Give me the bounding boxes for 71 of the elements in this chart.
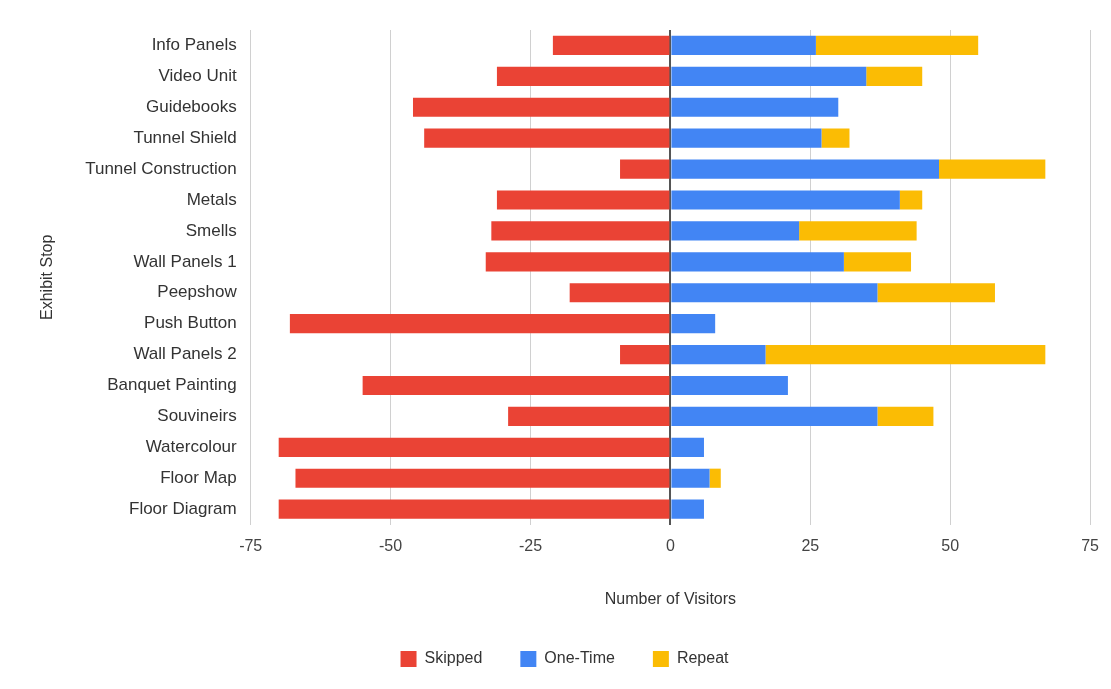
x-tick-label: 75 xyxy=(1081,536,1100,554)
bar xyxy=(620,345,670,365)
x-tick-label: 50 xyxy=(941,536,960,554)
bar xyxy=(671,221,800,241)
y-tick-label: Floor Diagram xyxy=(129,498,237,518)
bar xyxy=(289,314,670,334)
bar xyxy=(508,406,670,426)
bar xyxy=(671,252,844,272)
bar xyxy=(278,437,670,457)
bar xyxy=(671,128,822,148)
x-tick-label: 0 xyxy=(665,536,675,554)
bar xyxy=(899,190,923,210)
bar xyxy=(671,437,704,457)
bar xyxy=(671,406,878,426)
y-tick-label: Floor Map xyxy=(160,467,237,487)
y-tick-label: Wall Panels 1 xyxy=(133,251,237,271)
bar xyxy=(671,499,704,519)
bar xyxy=(569,283,670,303)
bar xyxy=(709,468,721,488)
legend-label: Skipped xyxy=(424,649,483,667)
bar xyxy=(671,190,900,210)
bar xyxy=(821,128,850,148)
y-axis-title: Exhibit Stop xyxy=(38,234,56,320)
bar xyxy=(671,375,788,396)
legend-label: Repeat xyxy=(676,649,730,667)
bar xyxy=(491,221,670,241)
bar xyxy=(671,97,839,117)
y-tick-label: Peepshow xyxy=(157,282,238,302)
x-tick-label: -50 xyxy=(379,536,403,554)
bar xyxy=(278,499,670,519)
y-tick-label: Tunnel Construction xyxy=(85,158,237,178)
bar xyxy=(362,375,670,396)
legend-label: One-Time xyxy=(544,649,615,667)
bar xyxy=(620,159,670,179)
bar xyxy=(671,35,816,56)
bar xyxy=(424,128,670,148)
bar xyxy=(939,159,1046,179)
x-tick-label: -25 xyxy=(518,536,543,554)
y-tick-label: Souvineirs xyxy=(157,406,237,426)
y-tick-label: Push Button xyxy=(144,313,237,333)
bar xyxy=(671,468,710,488)
bar xyxy=(815,35,979,56)
bar xyxy=(496,190,670,210)
y-tick-label: Guidebooks xyxy=(145,96,237,116)
bar xyxy=(295,468,670,488)
bar xyxy=(799,221,917,241)
y-tick-label: Metals xyxy=(186,189,237,209)
y-tick-label: Tunnel Shield xyxy=(133,127,237,147)
y-tick-label: Smells xyxy=(185,220,237,240)
bar xyxy=(866,66,923,86)
bar xyxy=(671,345,766,365)
x-tick-label: -75 xyxy=(239,536,263,554)
y-tick-label: Banquet Painting xyxy=(107,375,237,395)
bar xyxy=(877,406,934,426)
bar xyxy=(765,345,1046,365)
x-axis-title: Number of Visitors xyxy=(604,589,737,607)
y-tick-label: Info Panels xyxy=(151,35,237,55)
bar xyxy=(496,66,670,86)
bar xyxy=(671,159,940,179)
x-tick-label: 25 xyxy=(801,536,820,554)
bar xyxy=(877,283,995,303)
bar xyxy=(671,283,878,303)
bar xyxy=(552,35,670,56)
y-tick-label: Watercolour xyxy=(145,437,238,457)
bar xyxy=(671,66,867,86)
bar xyxy=(671,314,716,334)
y-tick-label: Video Unit xyxy=(158,66,237,86)
bar xyxy=(485,252,670,272)
bar xyxy=(843,252,912,272)
bar xyxy=(412,97,670,117)
y-tick-label: Wall Panels 2 xyxy=(133,344,237,364)
